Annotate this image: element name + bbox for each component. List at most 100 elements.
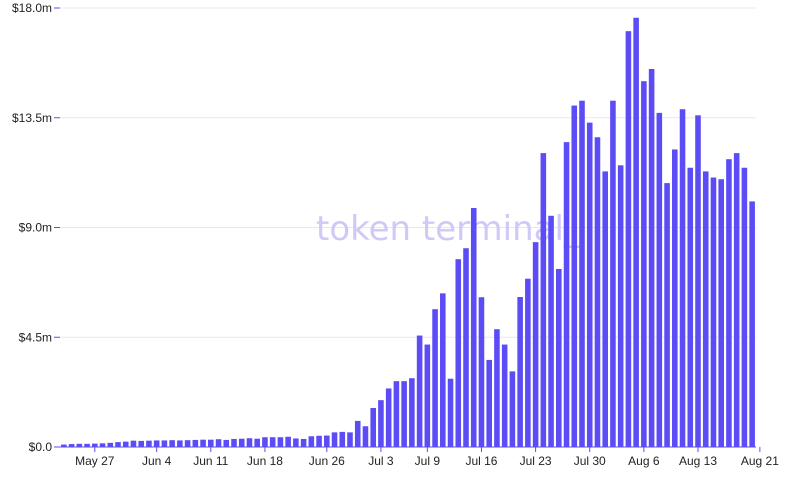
bar[interactable] [262, 437, 268, 447]
x-tick-label: Jul 23 [520, 454, 552, 468]
bar[interactable] [354, 420, 361, 447]
bar[interactable] [293, 438, 299, 447]
bar[interactable] [200, 439, 206, 447]
bar[interactable] [447, 378, 454, 447]
bar[interactable] [726, 159, 732, 447]
bar[interactable] [710, 177, 717, 448]
bar[interactable] [432, 309, 438, 447]
bar[interactable] [648, 68, 655, 447]
bar[interactable] [532, 242, 539, 447]
bar[interactable] [718, 179, 724, 447]
bar[interactable] [130, 440, 137, 447]
bar[interactable] [556, 268, 562, 447]
bar[interactable] [749, 201, 755, 447]
bar[interactable] [440, 293, 446, 447]
bar[interactable] [316, 435, 322, 447]
bar[interactable] [107, 442, 114, 447]
bar[interactable] [277, 437, 284, 447]
bar[interactable] [617, 165, 624, 447]
bar[interactable] [362, 426, 369, 447]
bar[interactable] [115, 442, 121, 447]
bar[interactable] [223, 439, 230, 447]
bar[interactable] [331, 432, 338, 447]
bar[interactable] [269, 437, 276, 447]
bar[interactable] [231, 438, 237, 447]
bar[interactable] [610, 100, 616, 448]
x-tick-label: Aug 13 [679, 454, 717, 468]
bar[interactable] [478, 297, 485, 447]
bar[interactable] [153, 440, 160, 447]
bar[interactable] [99, 443, 106, 447]
bar[interactable] [161, 440, 168, 447]
bar[interactable] [416, 335, 423, 447]
bar[interactable] [509, 371, 516, 447]
bar[interactable] [664, 183, 670, 448]
bar[interactable] [594, 137, 601, 447]
bar[interactable] [563, 142, 570, 447]
bar[interactable] [424, 344, 431, 447]
bar[interactable] [633, 17, 639, 447]
bar[interactable] [733, 153, 740, 448]
bar[interactable] [339, 431, 346, 447]
bar[interactable] [393, 381, 400, 447]
bar[interactable] [401, 381, 407, 447]
bar[interactable] [687, 167, 694, 447]
bar[interactable] [409, 378, 415, 447]
bar[interactable] [486, 359, 492, 447]
bar[interactable] [679, 109, 686, 448]
bar[interactable] [177, 440, 183, 447]
bar[interactable] [695, 115, 701, 447]
bar[interactable] [84, 443, 90, 447]
bar[interactable] [324, 435, 330, 447]
bar[interactable] [625, 31, 632, 447]
bar[interactable] [254, 438, 260, 447]
bar[interactable] [602, 171, 608, 447]
bar[interactable] [494, 329, 500, 447]
bar[interactable] [138, 440, 144, 447]
x-tick-label: Jun 26 [309, 454, 345, 468]
x-tick-label: Jun 4 [142, 454, 172, 468]
bar[interactable] [455, 259, 462, 447]
bar[interactable] [741, 167, 748, 447]
bar[interactable] [208, 439, 214, 447]
bar[interactable] [300, 438, 307, 447]
bar[interactable] [656, 112, 663, 448]
bar[interactable] [215, 439, 222, 447]
bar[interactable] [92, 443, 98, 447]
bar[interactable] [501, 344, 508, 447]
bar[interactable] [571, 105, 578, 447]
x-tick-label: May 27 [75, 454, 115, 468]
bar[interactable] [702, 171, 709, 447]
bar[interactable] [463, 248, 469, 447]
bar[interactable] [517, 297, 523, 447]
bar[interactable] [68, 444, 75, 447]
bar[interactable] [378, 400, 384, 447]
bars [61, 17, 755, 448]
bar[interactable] [285, 436, 291, 447]
bar[interactable] [238, 438, 245, 447]
bar[interactable] [122, 441, 129, 447]
bar[interactable] [146, 440, 152, 447]
x-tick-label: Jun 11 [193, 454, 228, 468]
bar[interactable] [586, 122, 593, 447]
x-axis-labels: May 27 Jun 4 Jun 11 Jun 18 Jun 26 Jul 3 Jul 9 J… [75, 447, 779, 468]
bar[interactable] [184, 440, 191, 447]
bar[interactable] [246, 438, 253, 447]
bar[interactable] [308, 436, 315, 447]
y-tick-label: $4.5m [19, 330, 52, 344]
bar[interactable] [672, 149, 678, 447]
bar[interactable] [641, 81, 647, 448]
bar[interactable] [169, 440, 175, 447]
bar[interactable] [192, 439, 199, 447]
bar[interactable] [540, 153, 547, 448]
bar[interactable] [61, 444, 67, 447]
bar[interactable] [385, 388, 392, 447]
bar[interactable] [548, 215, 554, 447]
bar[interactable] [347, 432, 353, 447]
bar[interactable] [370, 407, 376, 447]
bar[interactable] [525, 278, 531, 447]
bar[interactable] [76, 443, 83, 447]
bar[interactable] [579, 100, 585, 448]
x-tick-label: Jun 18 [247, 454, 283, 468]
bar[interactable] [470, 207, 477, 447]
